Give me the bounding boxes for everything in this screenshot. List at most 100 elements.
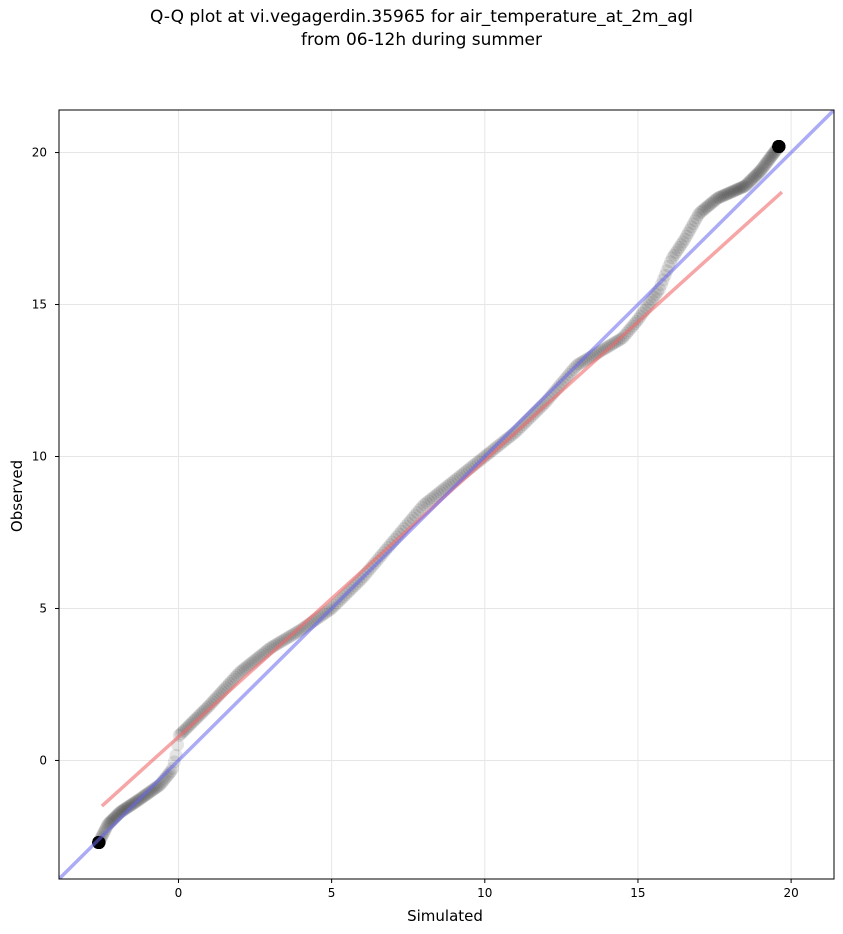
scatter-point (238, 661, 252, 675)
scatter-point (724, 185, 738, 199)
chart-title-line-2: from 06-12h during summer (301, 30, 542, 50)
scatter-point (92, 836, 106, 850)
scatter-point (772, 139, 786, 153)
scatter-point (92, 836, 106, 850)
scatter-point (415, 500, 429, 514)
scatter-point (92, 836, 106, 850)
scatter-point (738, 179, 752, 193)
scatter-point (772, 139, 786, 153)
scatter-point (737, 180, 751, 194)
scatter-point (772, 139, 786, 153)
scatter-point (92, 836, 106, 850)
scatter-point (772, 139, 786, 153)
scatter-point (772, 139, 786, 153)
scatter-point (600, 341, 614, 355)
scatter-point (92, 836, 106, 850)
scatter-point (718, 188, 732, 202)
scatter-point (92, 836, 106, 850)
identity-line (59, 110, 834, 879)
scatter-point (92, 836, 106, 850)
scatter-point (92, 836, 106, 850)
scatter-point (772, 139, 786, 153)
scatter-point (92, 836, 106, 850)
scatter-point (772, 139, 786, 153)
plot-frame (58, 109, 835, 880)
scatter-point (772, 139, 786, 153)
scatter-point (772, 139, 786, 153)
scatter-point (370, 554, 384, 568)
scatter-point (772, 139, 786, 153)
scatter-point (772, 139, 786, 153)
scatter-point (750, 167, 764, 181)
scatter-point (92, 836, 106, 850)
scatter-point (92, 836, 106, 850)
scatter-point (747, 170, 761, 184)
scatter-point (772, 139, 786, 153)
scatter-point (200, 701, 214, 715)
scatter-point (293, 623, 307, 637)
scatter-point (92, 836, 106, 850)
scatter-point (765, 149, 779, 163)
scatter-point (772, 139, 786, 153)
scatter-point (92, 836, 106, 850)
scatter-point (772, 139, 786, 153)
scatter-point (772, 139, 786, 153)
scatter-point (198, 702, 212, 716)
scatter-point (92, 836, 106, 850)
scatter-point (92, 836, 106, 850)
scatter-point (772, 139, 786, 153)
scatter-point (740, 178, 754, 192)
scatter-point (92, 836, 106, 850)
scatter-point (92, 836, 106, 850)
scatter-point (772, 139, 786, 153)
scatter-point (745, 172, 759, 186)
scatter-point (671, 243, 685, 257)
scatter-point (193, 708, 207, 722)
scatter-point (92, 836, 106, 850)
scatter-point (92, 836, 106, 850)
scatter-point (92, 836, 106, 850)
scatter-point (772, 139, 786, 153)
scatter-point (772, 139, 786, 153)
chart-title: Q-Q plot at vi.vegagerdin.35965 for air_… (0, 6, 843, 52)
scatter-point (92, 836, 106, 850)
scatter-point (772, 139, 786, 153)
scatter-point (598, 342, 612, 356)
scatter-point (92, 836, 106, 850)
scatter-point (772, 139, 786, 153)
scatter-point (579, 353, 593, 367)
scatter-point (772, 139, 786, 153)
scatter-point (772, 139, 786, 153)
scatter-point (772, 139, 786, 153)
y-axis-ticks: 0 5 10 15 20 (32, 146, 59, 767)
scatter-point (92, 836, 106, 850)
scatter-point (772, 139, 786, 153)
scatter-point (712, 190, 726, 204)
scatter-point (92, 836, 106, 850)
scatter-point (772, 139, 786, 153)
scatter-point (772, 139, 786, 153)
scatter-point (772, 139, 786, 153)
scatter-point (772, 139, 786, 153)
scatter-point (92, 836, 106, 850)
scatter-point (92, 836, 106, 850)
scatter-point (772, 139, 786, 153)
scatter-point (413, 503, 427, 517)
scatter-point (772, 139, 786, 153)
scatter-point (92, 836, 106, 850)
scatter-point (92, 836, 106, 850)
scatter-point (772, 139, 786, 153)
scatter-point (92, 836, 106, 850)
scatter-point (772, 139, 786, 153)
scatter-point (92, 836, 106, 850)
scatter-point (92, 836, 106, 850)
scatter-point (695, 204, 709, 218)
scatter-point (92, 836, 106, 850)
scatter-point (772, 139, 786, 153)
scatter-point (690, 211, 704, 225)
scatter-point (744, 174, 758, 188)
scatter-point (736, 180, 750, 194)
scatter-point (708, 194, 722, 208)
scatter-point (92, 836, 106, 850)
scatter-point (726, 184, 740, 198)
